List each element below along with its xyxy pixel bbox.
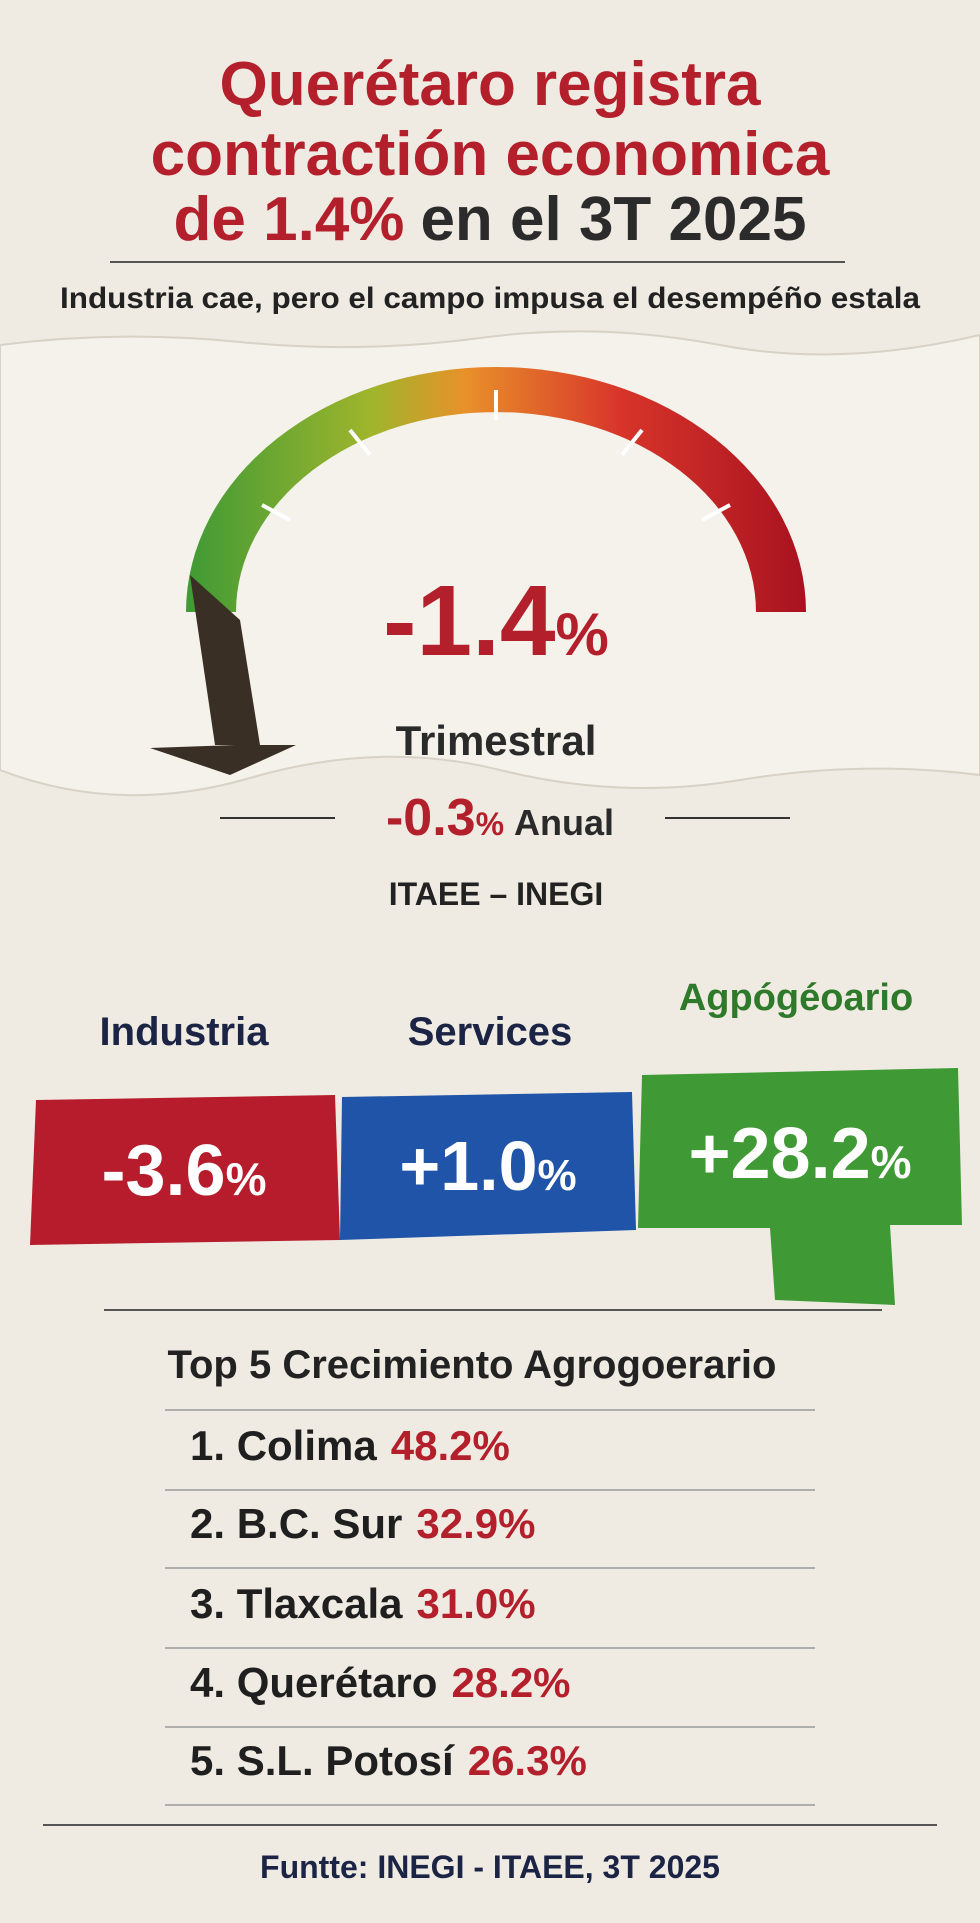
sector-box xyxy=(30,1095,340,1245)
top5-title: Top 5 Crecimiento Agrogoerario xyxy=(168,1343,777,1387)
sector-value: -3.6% xyxy=(102,1131,267,1211)
top5-row: 5. S.L. Potosí 26.3% xyxy=(190,1737,587,1784)
top5-row: 2. B.C. Sur 32.9% xyxy=(190,1500,535,1547)
gauge-label: Trimestral xyxy=(396,717,597,764)
title-line: Querétaro registra xyxy=(220,50,762,119)
gauge-arrow xyxy=(150,575,296,775)
annual-number: -0.3 xyxy=(386,789,476,847)
row-name: 5. S.L. Potosí xyxy=(190,1737,455,1784)
row-name: 3. Tlaxcala xyxy=(190,1580,403,1627)
row-name: 4. Querétaro xyxy=(190,1659,437,1706)
sector-value: +1.0% xyxy=(399,1127,576,1205)
title-dark: en el 3T 2025 xyxy=(420,185,806,254)
gauge-ticks xyxy=(261,390,731,522)
sector-name: Services xyxy=(408,1010,573,1054)
sector-box xyxy=(340,1092,636,1240)
sector-unit: % xyxy=(226,1153,267,1205)
sector-name: Agpógéoario xyxy=(679,977,913,1019)
sector-name: Industria xyxy=(100,1010,270,1054)
row-value: 28.2% xyxy=(451,1659,570,1706)
top5-row: 3. Tlaxcala 31.0% xyxy=(190,1580,536,1627)
row-value: 48.2% xyxy=(391,1422,510,1469)
title-red: de 1.4% xyxy=(174,185,405,254)
top5-row: 1. Colima 48.2% xyxy=(190,1422,510,1469)
subtitle: Industria cae, pero el campo impusa el d… xyxy=(60,282,920,315)
row-value: 32.9% xyxy=(416,1500,535,1547)
row-value: 31.0% xyxy=(416,1580,535,1627)
footer: Funtte: INEGI - ITAEE, 3T 2025 xyxy=(260,1849,720,1885)
title-line: de 1.4% en el 3T 2025 xyxy=(174,185,807,254)
gauge-source: ITAEE – INEGI xyxy=(389,876,604,912)
gauge-arc xyxy=(186,367,806,612)
annual: -0.3% Anual xyxy=(386,789,614,847)
gauge-value: -1.4% xyxy=(383,565,609,677)
title-line: contractión economica xyxy=(151,120,830,189)
top5-row: 4. Querétaro 28.2% xyxy=(190,1659,571,1706)
sector-number: +1.0 xyxy=(399,1127,537,1205)
sector-value: +28.2% xyxy=(688,1114,911,1194)
sector-unit: % xyxy=(871,1136,912,1188)
gauge-unit: % xyxy=(555,601,608,668)
annual-label: Anual xyxy=(514,802,614,843)
row-name: 1. Colima xyxy=(190,1422,377,1469)
top5-rows: 1. Colima 48.2% 2. B.C. Sur 32.9% 3. Tlaxcal… xyxy=(165,1422,815,1806)
row-name: 2. B.C. Sur xyxy=(190,1500,402,1547)
row-value: 26.3% xyxy=(468,1737,587,1784)
gauge-number: -1.4 xyxy=(383,565,556,677)
sector-box xyxy=(638,1068,962,1305)
sector-number: +28.2 xyxy=(688,1114,870,1194)
annual-unit: % xyxy=(476,806,504,842)
sector-unit: % xyxy=(538,1151,577,1200)
sector-number: -3.6 xyxy=(102,1131,226,1211)
